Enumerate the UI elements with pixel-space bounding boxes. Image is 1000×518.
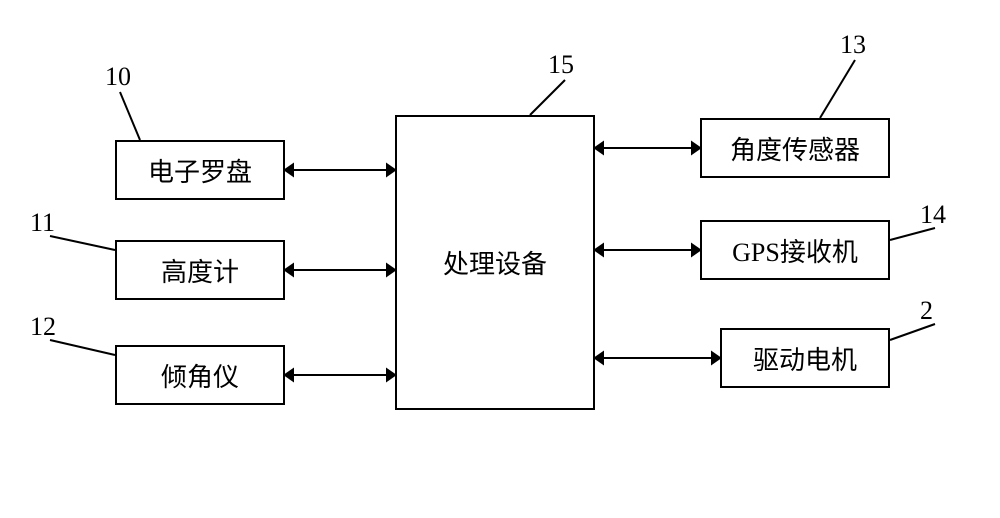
leader-processor [526,76,569,119]
arrow-processor-motor [585,348,730,368]
arrow-processor-angle [585,138,710,158]
node-label-angle: 角度传感器 [730,130,860,167]
node-label-altimeter: 高度计 [161,252,239,289]
node-gps: GPS接收机 [700,220,890,280]
node-compass: 电子罗盘 [115,140,285,200]
arrow-processor-gps [585,240,710,260]
node-label-inclinometer: 倾角仪 [161,357,239,394]
arrow-inclinometer-processor [275,365,405,385]
leader-angle [816,56,859,122]
leader-compass [116,88,144,144]
node-label-gps: GPS接收机 [732,232,858,269]
leader-motor [886,320,939,344]
node-inclinometer: 倾角仪 [115,345,285,405]
node-label-compass: 电子罗盘 [148,152,252,189]
node-label-processor: 处理设备 [443,244,547,281]
leader-inclinometer [46,336,119,359]
node-altimeter: 高度计 [115,240,285,300]
arrow-compass-processor [275,160,405,180]
node-angle: 角度传感器 [700,118,890,178]
node-motor: 驱动电机 [720,328,890,388]
block-diagram: 电子罗盘10高度计11倾角仪12处理设备15角度传感器13GPS接收机14驱动电… [0,0,1000,518]
node-label-motor: 驱动电机 [753,340,857,377]
node-processor: 处理设备 [395,115,595,410]
arrow-altimeter-processor [275,260,405,280]
leader-altimeter [46,232,119,254]
leader-gps [886,224,939,244]
